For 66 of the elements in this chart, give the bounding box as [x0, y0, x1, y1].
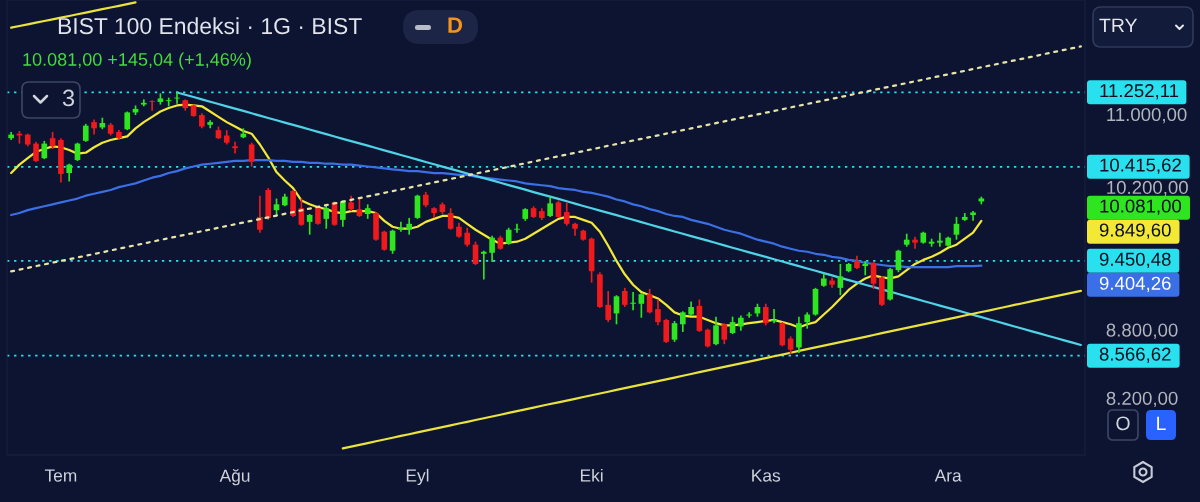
candlestick — [870, 261, 877, 290]
candlestick — [937, 231, 943, 248]
candlestick — [762, 302, 769, 327]
candlestick — [340, 199, 346, 228]
line-series — [341, 289, 1082, 450]
ref-line-label: 11.252,11 — [1100, 84, 1179, 100]
candlestick — [149, 99, 155, 112]
candlestick — [605, 290, 612, 323]
text: O — [1116, 416, 1130, 431]
candlestick — [663, 318, 670, 344]
candlestick — [398, 221, 404, 233]
candlestick — [862, 260, 869, 277]
x-tick-label: Kas — [752, 469, 781, 482]
candlestick — [704, 327, 711, 349]
candlestick — [837, 263, 844, 297]
y-tick-label: 8.200,00 — [1106, 391, 1178, 408]
candlestick — [323, 204, 330, 230]
candlestick — [746, 311, 752, 319]
x-tick-label: Ağu — [219, 468, 250, 486]
candlestick — [630, 291, 636, 312]
y-tick-label: 11.000,00 — [1107, 107, 1187, 124]
annotation: D — [448, 17, 463, 33]
y-tick-label: 8.800,00 — [1106, 323, 1178, 339]
ref-line-label: 8.566,62 — [1099, 347, 1171, 363]
x-tick-label: Eki — [580, 468, 603, 482]
candlestick — [356, 197, 363, 218]
text: 10.081,00 +145,04 (+1,46%) — [23, 52, 251, 70]
text: 10.081,00 — [1100, 199, 1182, 215]
text: 9.849,60 — [1099, 223, 1171, 239]
y-tick-label: 10.200,00 — [1107, 180, 1188, 197]
candlestick — [547, 195, 553, 218]
annotation: 3 — [62, 89, 75, 107]
candlestick — [41, 140, 48, 160]
candlestick — [621, 287, 628, 308]
candlestick — [713, 315, 719, 347]
candlestick — [257, 194, 263, 234]
candlestick — [563, 201, 570, 227]
candlestick — [655, 298, 661, 327]
candlestick — [912, 235, 918, 250]
candlestick — [232, 140, 238, 155]
candlestick — [447, 207, 454, 231]
candlestick — [306, 213, 313, 236]
x-tick-label: Ara — [934, 469, 962, 482]
text: BIST 100 Endeksi · 1G · BIST — [58, 17, 362, 35]
text: L — [1157, 416, 1166, 431]
candlestick — [680, 310, 686, 333]
candlestick — [480, 249, 487, 281]
ref-line-label: 9.450,48 — [1099, 252, 1171, 269]
candlestick — [489, 234, 495, 263]
candlestick — [381, 229, 388, 252]
candlestick — [953, 216, 960, 241]
candlestick — [514, 222, 520, 234]
candlestick — [671, 320, 678, 343]
candlestick — [638, 292, 645, 319]
candlestick — [464, 226, 471, 248]
x-tick-label: Eyl — [406, 468, 429, 486]
line-series — [10, 45, 1082, 273]
candlestick — [33, 140, 39, 163]
y-axis-title: TRY — [1099, 18, 1138, 33]
candlestick — [721, 322, 728, 345]
candlestick — [771, 308, 777, 325]
ref-line-label: 10.415,62 — [1100, 158, 1181, 174]
x-tick-label: Tem — [44, 469, 77, 482]
text: 9.404,26 — [1099, 276, 1171, 293]
candlestick — [165, 96, 172, 108]
line-series — [175, 91, 1082, 347]
